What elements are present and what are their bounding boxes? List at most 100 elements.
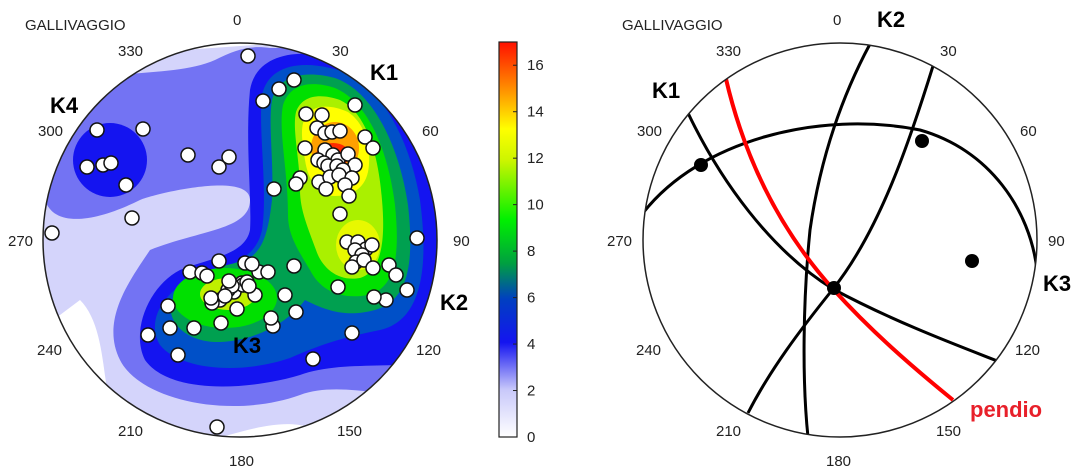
tick-240: 240 xyxy=(636,342,661,359)
pole-point xyxy=(388,267,404,283)
pole-point xyxy=(298,106,314,122)
label-k1: K1 xyxy=(652,78,680,103)
pole-point xyxy=(297,140,313,156)
pole-point xyxy=(305,351,321,367)
tick-330: 330 xyxy=(716,43,741,60)
colorbar-tick-label: 16 xyxy=(527,57,544,74)
left-primitive-circle xyxy=(42,42,438,438)
tick-210: 210 xyxy=(716,423,741,440)
pole-point xyxy=(347,97,363,113)
colorbar-tick-label: 14 xyxy=(527,104,544,121)
pole-point xyxy=(318,181,334,197)
pole-point xyxy=(135,121,151,137)
pole-point xyxy=(240,48,256,64)
tick-90: 90 xyxy=(453,233,470,250)
pole-point xyxy=(288,176,304,192)
pole-point xyxy=(170,347,186,363)
tick-30: 30 xyxy=(332,43,349,60)
pole-point xyxy=(162,320,178,336)
intersection-point xyxy=(915,134,929,148)
pole-point xyxy=(366,289,382,305)
pole-point xyxy=(209,419,225,435)
pole-point xyxy=(365,140,381,156)
intersection-point xyxy=(965,254,979,268)
colorbar-tick-label: 12 xyxy=(527,150,544,167)
pole-point xyxy=(364,237,380,253)
tick-120: 120 xyxy=(1015,342,1040,359)
label-k1: K1 xyxy=(370,60,398,85)
pole-point xyxy=(409,230,425,246)
tick-0: 0 xyxy=(233,12,241,29)
density-contours xyxy=(43,43,437,437)
tick-270: 270 xyxy=(8,233,33,250)
pole-point xyxy=(186,320,202,336)
tick-210: 210 xyxy=(118,423,143,440)
pole-point xyxy=(221,273,237,289)
pole-point xyxy=(118,177,134,193)
pole-point xyxy=(260,264,276,280)
pole-point xyxy=(103,155,119,171)
pole-point xyxy=(288,304,304,320)
pole-point xyxy=(217,288,233,304)
label-k2: K2 xyxy=(877,7,905,32)
colorbar-tick-label: 10 xyxy=(527,197,544,214)
pole-point xyxy=(263,310,279,326)
label-k3: K3 xyxy=(1043,271,1071,296)
pole-point xyxy=(213,315,229,331)
left-stereonet: GALLIVAGGIO xyxy=(8,12,470,470)
right-primitive-circle xyxy=(642,42,1038,438)
pole-point xyxy=(244,256,260,272)
pole-point xyxy=(221,149,237,165)
left-title: GALLIVAGGIO xyxy=(25,17,126,34)
label-k2: K2 xyxy=(440,290,468,315)
tick-90: 90 xyxy=(1048,233,1065,250)
intersection-point xyxy=(694,158,708,172)
tick-30: 30 xyxy=(940,43,957,60)
pole-point xyxy=(344,325,360,341)
colorbar-tick-label: 0 xyxy=(527,429,535,446)
pole-point xyxy=(160,298,176,314)
great-circles xyxy=(643,43,1037,437)
pole-point xyxy=(266,181,282,197)
great-circle-pendio xyxy=(724,78,955,402)
colorbar-tick-label: 8 xyxy=(527,243,535,260)
pole-point xyxy=(124,210,140,226)
pole-point xyxy=(399,282,415,298)
great-circle-k-upper xyxy=(643,122,1037,271)
colorbar-tick-label: 2 xyxy=(527,383,535,400)
tick-150: 150 xyxy=(337,423,362,440)
pole-point xyxy=(341,188,357,204)
great-circle-k2 xyxy=(802,43,872,437)
tick-330: 330 xyxy=(118,43,143,60)
tick-240: 240 xyxy=(37,342,62,359)
label-k4: K4 xyxy=(50,93,79,118)
pole-point xyxy=(332,123,348,139)
pole-point xyxy=(344,259,360,275)
tick-60: 60 xyxy=(1020,123,1037,140)
pole-point xyxy=(211,159,227,175)
pole-point xyxy=(314,107,330,123)
pole-points xyxy=(44,48,425,435)
pole-point xyxy=(365,260,381,276)
pole-point xyxy=(332,206,348,222)
pole-point xyxy=(203,290,219,306)
right-stereonet: GALLIVAGGIO 0 30 60 90 120 150 180 210 2… xyxy=(607,7,1071,470)
pole-point xyxy=(180,147,196,163)
label-k3: K3 xyxy=(233,333,261,358)
tick-180: 180 xyxy=(826,453,851,470)
tick-0: 0 xyxy=(833,12,841,29)
intersection-point xyxy=(827,281,841,295)
tick-270: 270 xyxy=(607,233,632,250)
tick-150: 150 xyxy=(936,423,961,440)
pole-point xyxy=(211,253,227,269)
colorbar-tick-label: 4 xyxy=(527,336,535,353)
tick-300: 300 xyxy=(38,123,63,140)
pole-point xyxy=(229,301,245,317)
tick-60: 60 xyxy=(422,123,439,140)
great-circle-k1 xyxy=(686,112,1011,368)
pole-point xyxy=(140,327,156,343)
right-title: GALLIVAGGIO xyxy=(622,17,723,34)
pole-point xyxy=(255,93,271,109)
pole-point xyxy=(340,146,356,162)
